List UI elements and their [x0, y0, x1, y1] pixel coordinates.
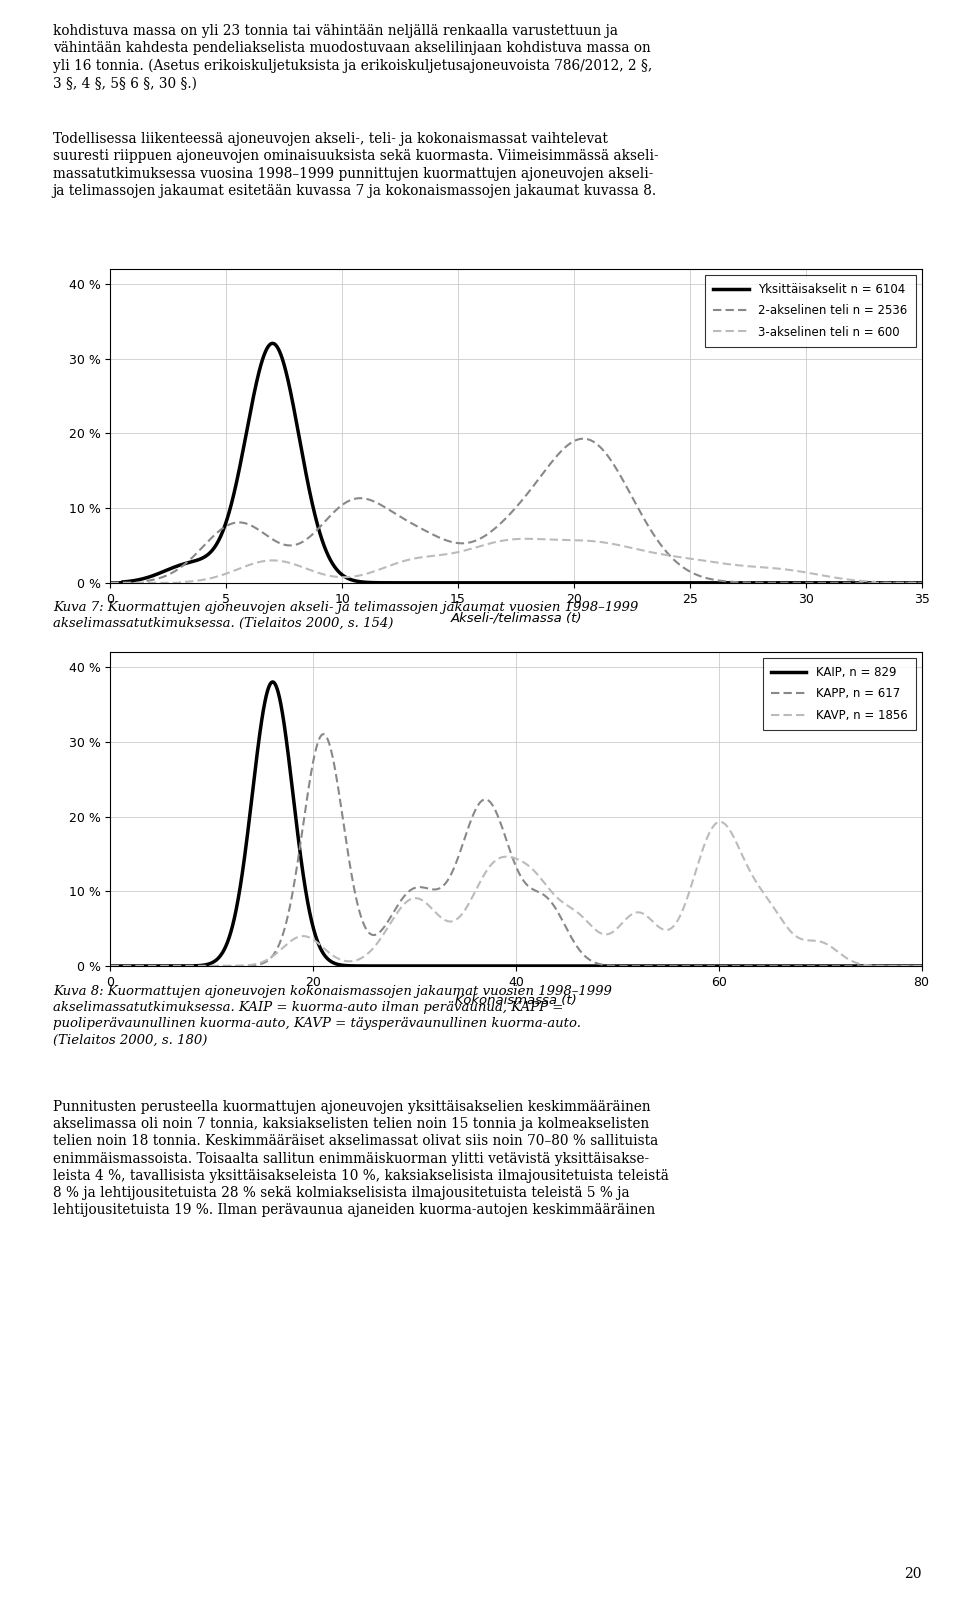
Text: kohdistuva massa on yli 23 tonnia tai vähintään neljällä renkaalla varustettuun : kohdistuva massa on yli 23 tonnia tai vä… [53, 24, 652, 90]
Text: 20: 20 [904, 1567, 922, 1581]
Text: Punnitusten perusteella kuormattujen ajoneuvojen yksittäisakselien keskimmääräin: Punnitusten perusteella kuormattujen ajo… [53, 1100, 669, 1217]
X-axis label: Akseli-/telimassa (t): Akseli-/telimassa (t) [450, 612, 582, 625]
Legend: Yksittäisakselit n = 6104, 2-akselinen teli n = 2536, 3-akselinen teli n = 600: Yksittäisakselit n = 6104, 2-akselinen t… [705, 275, 916, 346]
Text: Todellisessa liikenteessä ajoneuvojen akseli-, teli- ja kokonaismassat vaihtelev: Todellisessa liikenteessä ajoneuvojen ak… [53, 132, 659, 198]
X-axis label: Kokonaismassa (t): Kokonaismassa (t) [455, 995, 577, 1008]
Text: Kuva 7: Kuormattujen ajoneuvojen akseli- ja telimassojen jakaumat vuosien 1998–1: Kuva 7: Kuormattujen ajoneuvojen akseli-… [53, 601, 638, 630]
Text: Kuva 8: Kuormattujen ajoneuvojen kokonaismassojen jakaumat vuosien 1998–1999
aks: Kuva 8: Kuormattujen ajoneuvojen kokonai… [53, 985, 612, 1046]
Legend: KAIP, n = 829, KAPP, n = 617, KAVP, n = 1856: KAIP, n = 829, KAPP, n = 617, KAVP, n = … [762, 658, 916, 729]
